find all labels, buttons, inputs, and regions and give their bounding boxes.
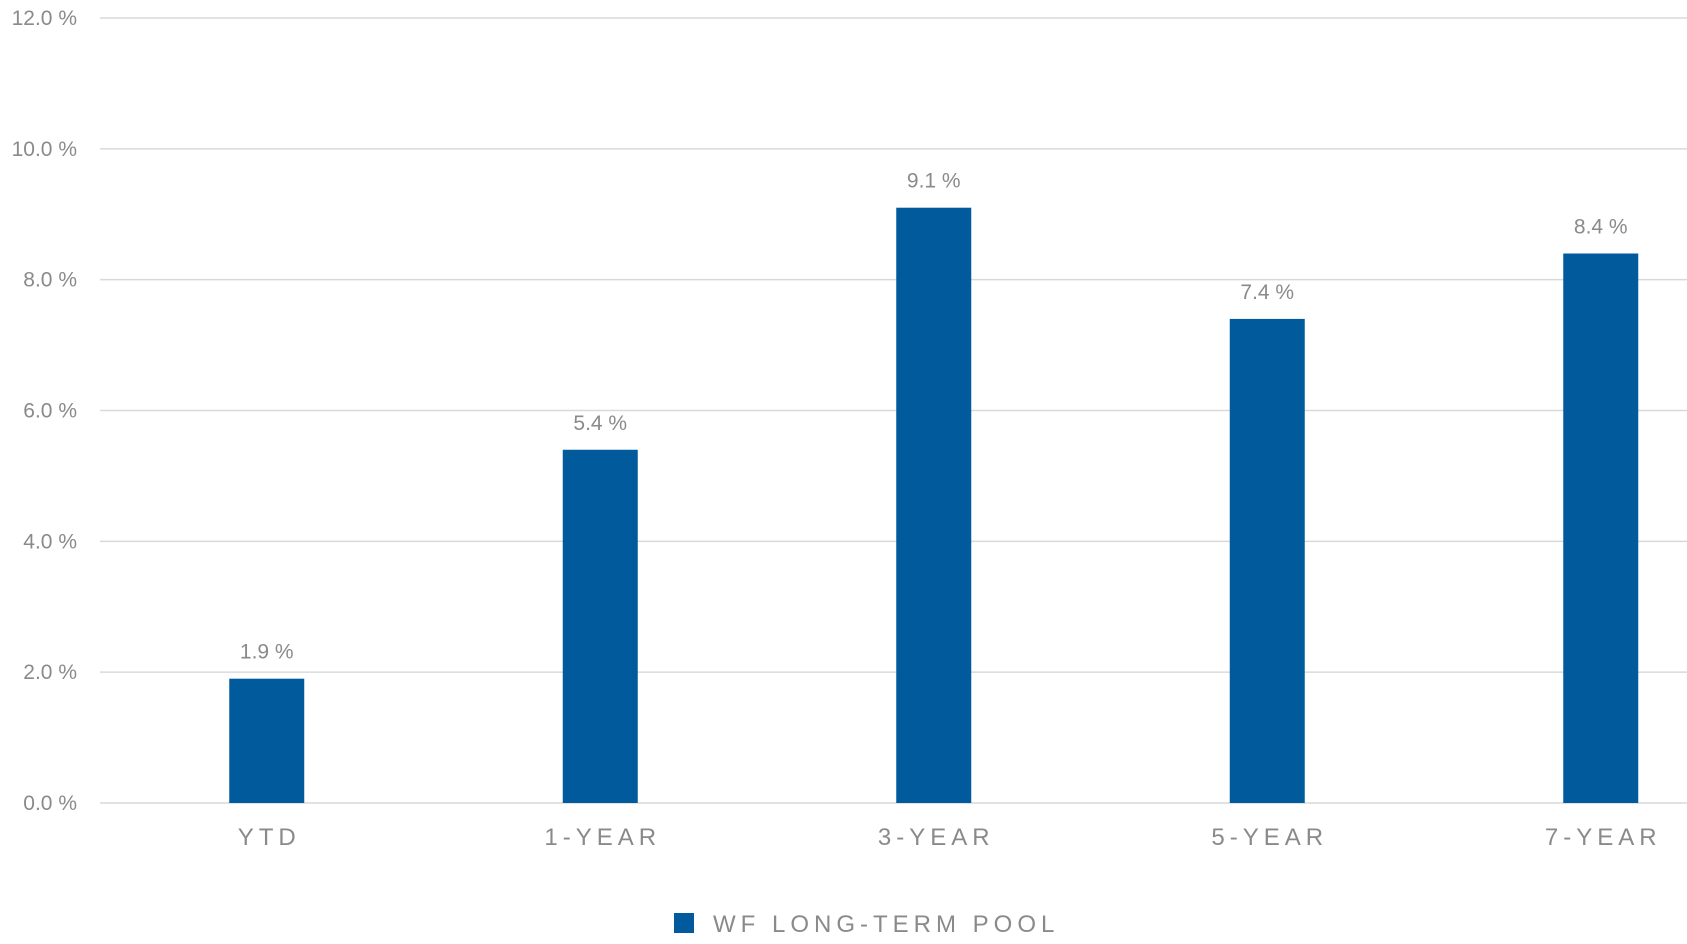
gridlines	[100, 17, 1687, 804]
bar-data-label: 9.1 %	[907, 170, 961, 193]
x-category-label: 7-YEAR	[1545, 824, 1662, 851]
x-category-label: 3-YEAR	[878, 824, 995, 851]
legend: WF LONG-TERM POOL	[674, 911, 1059, 938]
y-tick-label: 12.0 %	[12, 7, 77, 30]
y-tick-label: 6.0 %	[23, 400, 77, 423]
bar-data-label: 8.4 %	[1574, 216, 1628, 239]
legend-swatch	[674, 913, 694, 933]
x-category-label: 1-YEAR	[544, 824, 661, 851]
bars	[229, 207, 1639, 804]
bar-data-label: 1.9 %	[240, 641, 294, 664]
bar	[229, 678, 305, 803]
bar-data-label: 7.4 %	[1240, 281, 1294, 304]
y-tick-label: 2.0 %	[23, 661, 77, 684]
bar	[562, 449, 638, 803]
bar-data-labels: 1.9 % 5.4 % 9.1 % 7.4 % 8.4 %	[240, 170, 1628, 664]
y-tick-label: 0.0 %	[23, 792, 77, 815]
y-tick-label: 8.0 %	[23, 269, 77, 292]
x-category-label: 5-YEAR	[1211, 824, 1328, 851]
bar-data-label: 5.4 %	[573, 412, 627, 435]
bar	[1563, 253, 1639, 803]
x-axis-category-labels: YTD 1-YEAR 3-YEAR 5-YEAR 7-YEAR	[238, 824, 1662, 851]
y-axis-tick-labels: 0.0 % 2.0 % 4.0 % 6.0 % 8.0 % 10.0 % 12.0 %	[12, 7, 77, 815]
legend-label: WF LONG-TERM POOL	[713, 911, 1059, 938]
y-tick-label: 10.0 %	[12, 138, 77, 161]
bar	[896, 207, 972, 804]
x-category-label: YTD	[238, 824, 301, 851]
bar	[1229, 318, 1305, 803]
y-tick-label: 4.0 %	[23, 530, 77, 553]
